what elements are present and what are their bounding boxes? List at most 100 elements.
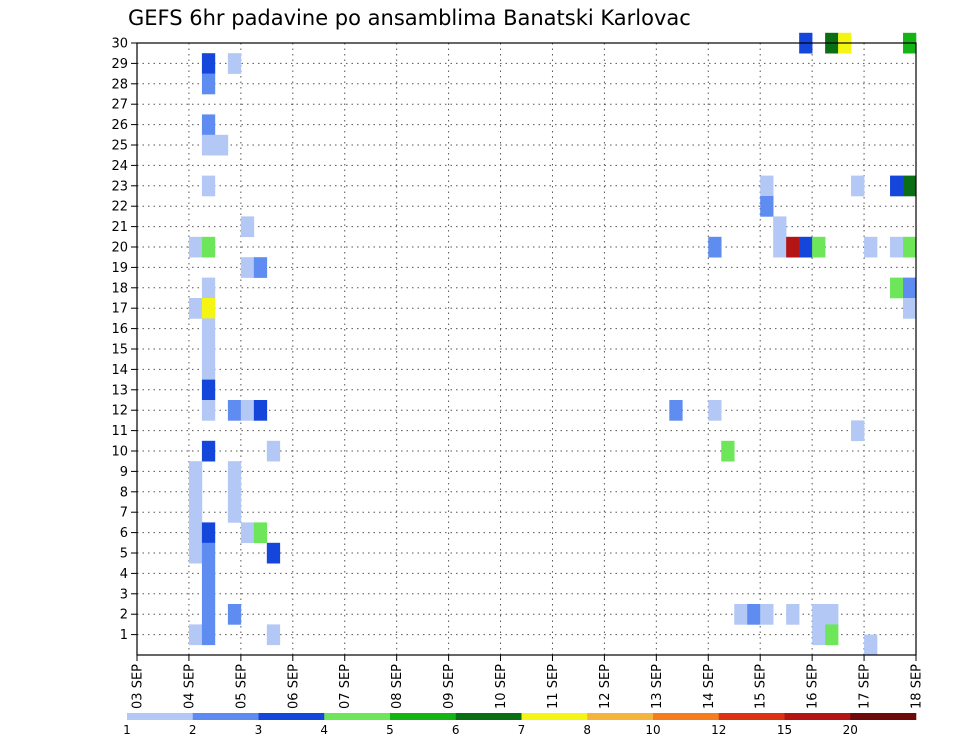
heatmap-cell xyxy=(669,400,683,421)
y-tick-label: 14 xyxy=(111,363,128,378)
heatmap-cell xyxy=(721,440,735,462)
colorbar-label: 2 xyxy=(189,723,197,737)
heatmap-cell xyxy=(773,236,787,258)
heatmap-cell xyxy=(201,563,216,584)
x-tick-label: 14 SEP xyxy=(702,664,717,709)
heatmap-cell xyxy=(734,604,748,625)
x-tick-label: 05 SEP xyxy=(234,664,249,709)
heatmap-cell xyxy=(890,236,904,258)
y-tick-label: 7 xyxy=(120,506,128,521)
colorbar-swatch xyxy=(455,713,522,720)
heatmap-cell xyxy=(201,298,216,319)
heatmap-cell xyxy=(266,440,281,462)
y-tick-label: 15 xyxy=(111,343,128,358)
x-tick-label: 10 SEP xyxy=(494,664,509,709)
colorbar-label: 12 xyxy=(711,723,726,737)
y-tick-label: 10 xyxy=(111,445,128,460)
heatmap-cell xyxy=(227,481,242,503)
colorbar-swatch xyxy=(587,713,654,720)
x-tick-label: 12 SEP xyxy=(598,664,613,709)
colorbar-swatch xyxy=(521,713,588,720)
heatmap-cell xyxy=(201,542,216,564)
y-tick-label: 30 xyxy=(111,37,128,52)
heatmap-cell xyxy=(890,277,904,299)
colorbar-label: 20 xyxy=(843,723,858,737)
heatmap-cell xyxy=(188,236,203,258)
colorbar-label: 15 xyxy=(777,723,792,737)
y-tick-label: 21 xyxy=(111,220,128,235)
heatmap-cell xyxy=(253,522,268,544)
heatmap-cell xyxy=(188,481,203,503)
colorbar-swatch xyxy=(192,713,259,720)
heatmap-cell xyxy=(903,277,917,299)
heatmap-cell xyxy=(864,236,878,258)
heatmap-cell xyxy=(825,624,839,646)
heatmap-cell xyxy=(773,216,787,238)
heatmap-cell xyxy=(201,604,216,625)
x-tick-label: 06 SEP xyxy=(286,664,301,709)
colorbar: 1 2 3 4 5 6 7 8 10 12 15 20 xyxy=(123,713,917,737)
x-tick-label: 17 SEP xyxy=(858,664,873,709)
colorbar-label: 7 xyxy=(518,723,526,737)
y-tick-label: 23 xyxy=(111,179,128,194)
y-tick-label: 25 xyxy=(111,139,128,154)
colorbar-label: 5 xyxy=(386,723,394,737)
colorbar-label: 6 xyxy=(452,723,460,737)
heatmap-cell xyxy=(747,604,761,625)
y-tick-label: 27 xyxy=(111,98,128,113)
x-tick-label: 13 SEP xyxy=(650,664,665,709)
colorbar-swatch xyxy=(390,713,457,720)
heatmap-cell xyxy=(903,236,917,258)
colorbar-label: 8 xyxy=(583,723,591,737)
colorbar-label: 4 xyxy=(320,723,328,737)
y-tick-label: 17 xyxy=(111,302,128,317)
y-axis: 1234567891011121314151617181920212223242… xyxy=(111,37,137,643)
heatmap-cell xyxy=(903,298,917,319)
heatmap-cell xyxy=(201,359,216,380)
heatmap-cell xyxy=(201,440,216,462)
heatmap-cell xyxy=(708,236,722,258)
heatmap-cell xyxy=(227,461,242,482)
y-tick-label: 22 xyxy=(111,200,128,215)
heatmap-cell xyxy=(760,196,774,217)
y-tick-label: 5 xyxy=(120,547,128,562)
colorbar-label: 10 xyxy=(645,723,660,737)
heatmap-cell xyxy=(812,236,826,258)
y-tick-label: 3 xyxy=(120,587,128,602)
colorbar-swatch xyxy=(324,713,391,720)
colorbar-swatch xyxy=(258,713,325,720)
heatmap-cell xyxy=(201,522,216,544)
heatmap-cell xyxy=(227,502,242,523)
y-tick-label: 1 xyxy=(120,628,128,643)
x-axis: 03 SEP 04 SEP 05 SEP 06 SEP 07 SEP 08 SEP 09 S… xyxy=(131,655,925,709)
colorbar-label: 3 xyxy=(255,723,263,737)
heatmap-cell xyxy=(812,624,826,646)
heatmap-cell xyxy=(201,114,216,136)
y-tick-label: 29 xyxy=(111,57,128,72)
heatmap-cell xyxy=(188,461,203,482)
heatmap-cell xyxy=(253,400,268,421)
heatmap-cell xyxy=(786,604,800,625)
y-tick-label: 19 xyxy=(111,261,128,276)
heatmap-cell xyxy=(903,175,917,197)
y-tick-label: 9 xyxy=(120,465,128,480)
heatmap-cell xyxy=(851,175,865,197)
heatmap-cell xyxy=(227,400,242,421)
heatmap-cell xyxy=(240,400,255,421)
heatmap-cells xyxy=(188,32,917,656)
heatmap-cell xyxy=(201,379,216,401)
colorbar-label: 1 xyxy=(123,723,131,737)
y-tick-label: 12 xyxy=(111,404,128,419)
heatmap-cell xyxy=(799,236,813,258)
y-tick-label: 4 xyxy=(120,567,128,582)
colorbar-swatch xyxy=(127,713,194,720)
heatmap-cell xyxy=(760,175,774,197)
colorbar-swatch xyxy=(653,713,720,720)
x-tick-label: 11 SEP xyxy=(546,664,561,709)
heatmap-cell xyxy=(201,318,216,340)
heatmap-cell xyxy=(851,420,865,442)
chart-title: GEFS 6hr padavine po ansamblima Banatski… xyxy=(128,6,691,30)
colorbar-swatch xyxy=(718,713,785,720)
y-tick-label: 24 xyxy=(111,159,128,174)
